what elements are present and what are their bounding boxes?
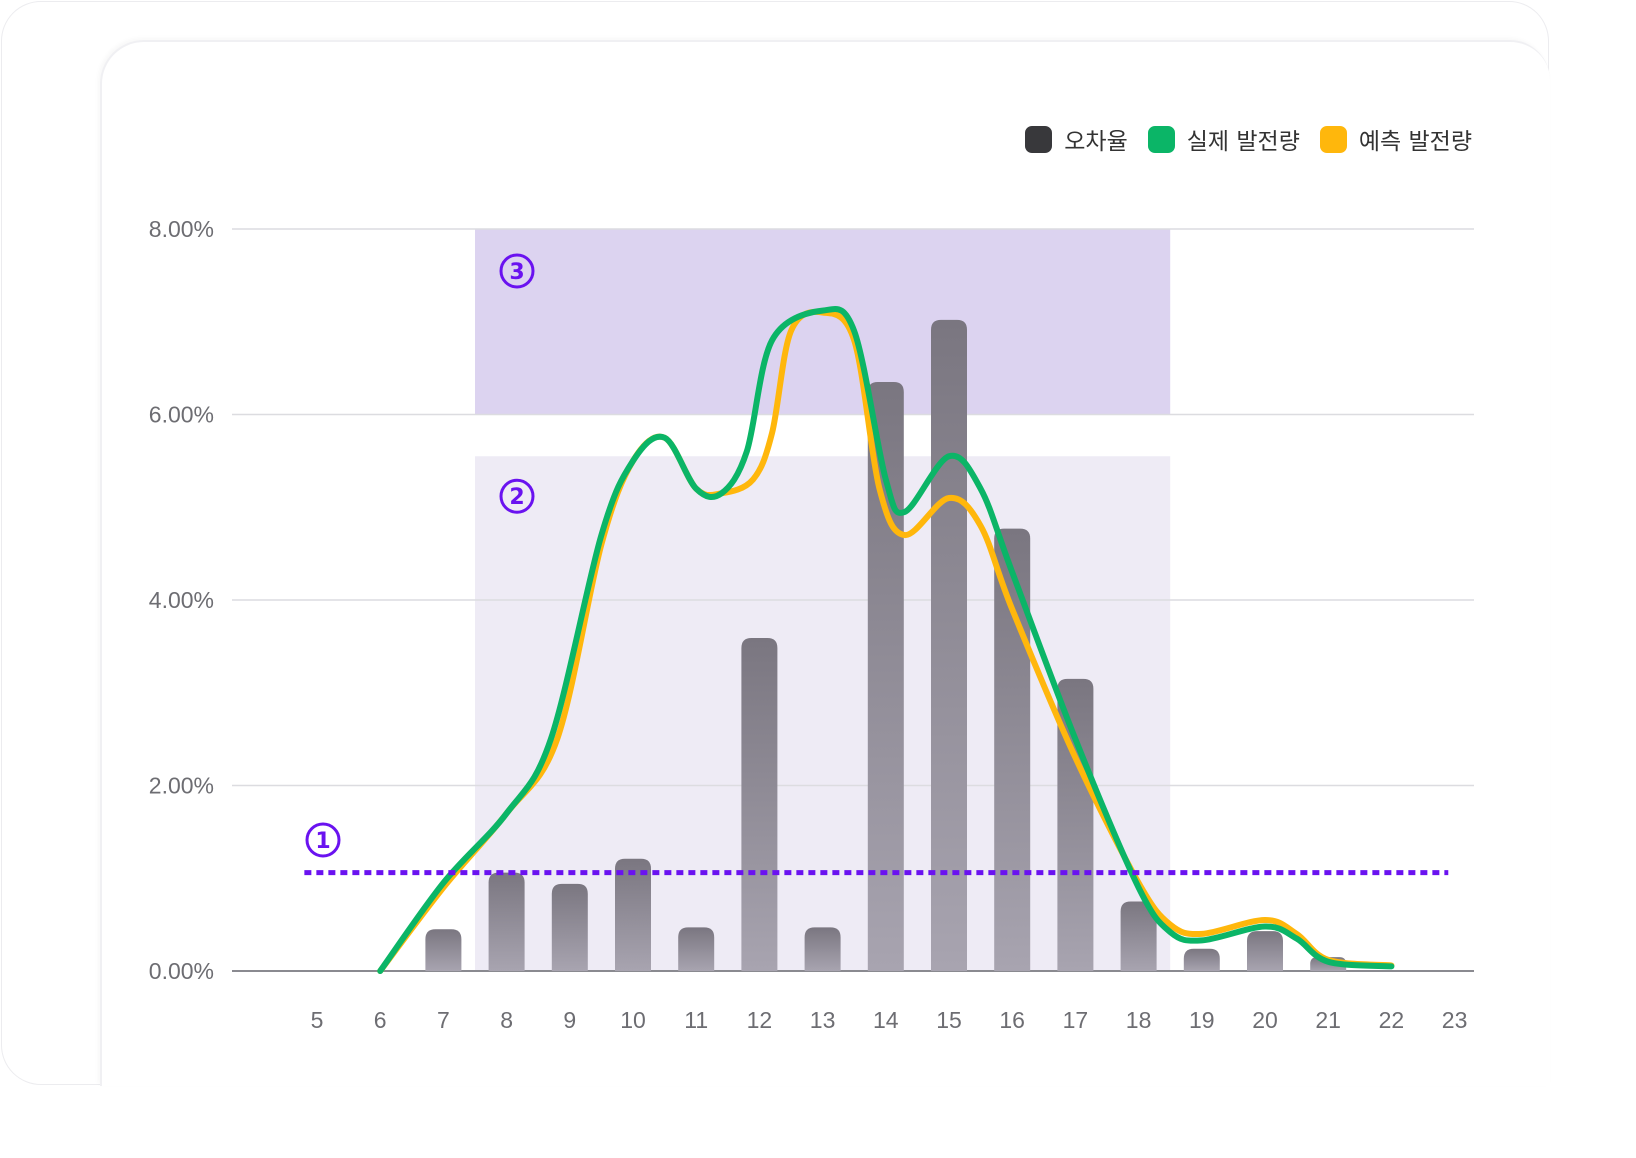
y-tick-label: 8.00%	[149, 216, 214, 242]
bar-error-rate	[551, 883, 588, 971]
annotation-label: 2	[509, 485, 524, 510]
annotation-region	[475, 229, 1171, 415]
legend-item-error-rate[interactable]: 오차율	[1025, 122, 1128, 156]
x-tick-label: 15	[936, 1007, 962, 1033]
bar-error-rate	[931, 319, 967, 971]
legend-swatch	[1319, 125, 1347, 153]
legend-item-actual[interactable]: 실제 발전량	[1147, 122, 1300, 156]
y-tick-label: 0.00%	[149, 958, 214, 984]
annotation-marker	[499, 253, 535, 289]
line-actual	[377, 305, 1395, 974]
x-tick-label: 7	[437, 1007, 450, 1033]
y-tick-label: 2.00%	[149, 773, 214, 799]
x-tick-label: 14	[873, 1007, 899, 1033]
legend: 오차율 실제 발전량 예측 발전량	[1025, 122, 1472, 156]
annotation-label: 3	[509, 260, 524, 285]
bar-error-rate	[994, 528, 1031, 971]
bar-error-rate	[488, 872, 525, 971]
annotation-label: 1	[315, 829, 330, 854]
x-tick-label: 6	[374, 1007, 387, 1033]
x-tick-label: 18	[1126, 1007, 1152, 1033]
x-tick-label: 12	[747, 1007, 773, 1033]
x-tick-label: 17	[1063, 1007, 1089, 1033]
y-tick-label: 6.00%	[149, 402, 214, 428]
legend-swatch	[1147, 125, 1175, 153]
annotation-marker	[305, 822, 341, 858]
legend-label: 오차율	[1064, 129, 1128, 155]
y-tick-label: 4.00%	[149, 587, 214, 613]
legend-item-forecast[interactable]: 예측 발전량	[1319, 122, 1472, 156]
bar-error-rate	[1057, 678, 1094, 971]
bar-error-rate	[741, 638, 778, 971]
bar-error-rate	[615, 858, 651, 971]
x-tick-label: 21	[1315, 1007, 1341, 1033]
bar-error-rate	[1183, 948, 1220, 971]
legend-swatch	[1025, 125, 1053, 153]
x-tick-label: 10	[620, 1007, 646, 1033]
bar-error-rate	[804, 927, 841, 971]
bar-error-rate	[1247, 931, 1283, 971]
x-tick-label: 8	[500, 1007, 513, 1033]
bar-error-rate	[425, 929, 462, 971]
annotation-marker	[499, 478, 535, 514]
x-tick-label: 19	[1189, 1007, 1215, 1033]
x-tick-label: 9	[563, 1007, 576, 1033]
x-tick-label: 13	[810, 1007, 836, 1033]
x-tick-label: 22	[1379, 1007, 1405, 1033]
legend-label: 예측 발전량	[1358, 129, 1472, 155]
x-tick-label: 5	[311, 1007, 324, 1033]
x-tick-label: 23	[1442, 1007, 1468, 1033]
x-tick-label: 11	[684, 1007, 708, 1033]
x-tick-label: 20	[1252, 1007, 1278, 1033]
bar-error-rate	[1120, 901, 1157, 971]
legend-label: 실제 발전량	[1186, 129, 1300, 155]
x-tick-label: 16	[999, 1007, 1025, 1033]
bar-error-rate	[678, 927, 715, 971]
